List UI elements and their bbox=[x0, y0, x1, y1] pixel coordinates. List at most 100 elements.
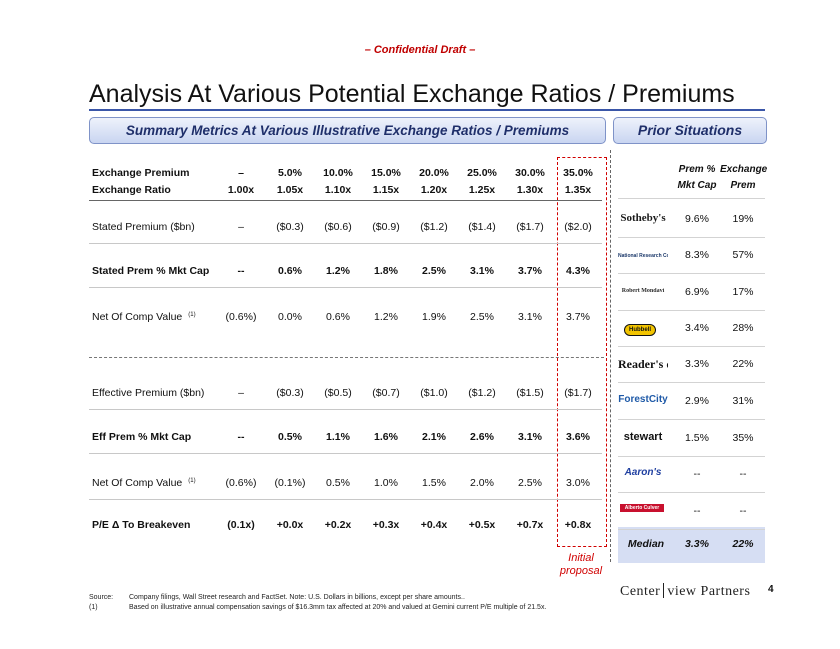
prior-exchange-prem-cell: -- bbox=[739, 468, 747, 480]
table-cell: (0.6%) bbox=[225, 477, 257, 489]
prior-mkt-cap-cell: 6.9% bbox=[685, 286, 709, 298]
table-cell: 0.5% bbox=[326, 477, 350, 489]
prior-row-divider bbox=[618, 237, 765, 238]
prior-mkt-cap-cell: 3.4% bbox=[685, 322, 709, 334]
table-cell: ($0.3) bbox=[276, 221, 304, 233]
table-cell: +0.8x bbox=[564, 519, 592, 531]
table-cell: 3.1% bbox=[518, 431, 542, 443]
table-cell: 2.0% bbox=[470, 477, 494, 489]
footnote-1-text: Based on illustrative annual compensatio… bbox=[129, 604, 547, 611]
prior-row-divider bbox=[618, 419, 765, 420]
median-band bbox=[618, 527, 765, 563]
table-cell: +0.7x bbox=[516, 519, 544, 531]
company-logo-8: Alberto Culver bbox=[620, 504, 664, 512]
prior-exchange-prem-cell: 22% bbox=[732, 358, 754, 370]
table-cell: 0.6% bbox=[326, 311, 350, 323]
table-cell: 1.1% bbox=[326, 431, 350, 443]
company-logo-3: Hubbell bbox=[624, 324, 656, 336]
table-cell: 3.1% bbox=[518, 311, 542, 323]
table-cell: (0.6%) bbox=[225, 311, 257, 323]
prior-mkt-cap-cell: -- bbox=[693, 468, 701, 480]
row-label: Net Of Comp Value bbox=[92, 477, 183, 489]
prior-exchange-prem-cell: 31% bbox=[732, 395, 754, 407]
prem-mkt-cap-header-2: Mkt Cap bbox=[677, 180, 717, 191]
table-cell: 2.5% bbox=[518, 477, 542, 489]
table-cell: +0.5x bbox=[468, 519, 496, 531]
prem-mkt-cap-header-1: Prem % bbox=[678, 164, 716, 175]
median-label: Median bbox=[627, 538, 665, 550]
table-cell: ($0.5) bbox=[324, 387, 352, 399]
row-label-wrapper: Net Of Comp Value (1) bbox=[92, 311, 196, 323]
exchange-premium-cell: 5.0% bbox=[278, 167, 302, 179]
table-cell: +0.0x bbox=[276, 519, 304, 531]
header-rule bbox=[89, 200, 602, 201]
company-logo-7: Aaron's bbox=[624, 467, 662, 478]
table-cell: 1.9% bbox=[422, 311, 446, 323]
title-rule bbox=[89, 109, 765, 111]
exchange-ratio-cell: 1.05x bbox=[276, 184, 304, 196]
prior-situations-header: Prior Situations bbox=[613, 117, 767, 144]
table-cell: (0.1x) bbox=[227, 519, 255, 531]
company-logo-5: ForestCity bbox=[618, 394, 668, 405]
table-cell: 0.0% bbox=[278, 311, 302, 323]
table-cell: ($2.0) bbox=[564, 221, 592, 233]
table-cell: +0.2x bbox=[324, 519, 352, 531]
prior-mkt-cap-cell: 1.5% bbox=[685, 432, 709, 444]
exchange-ratio-cell: 1.20x bbox=[420, 184, 448, 196]
footnote-1-label: (1) bbox=[89, 604, 98, 611]
exchange-ratio-cell: 1.00x bbox=[227, 184, 255, 196]
table-cell: ($1.4) bbox=[468, 221, 496, 233]
exchange-premium-cell: 10.0% bbox=[323, 167, 353, 179]
prior-mkt-cap-cell: 8.3% bbox=[685, 249, 709, 261]
prior-header-rule bbox=[618, 198, 765, 199]
table-cell: 1.0% bbox=[374, 477, 398, 489]
table-cell: ($0.6) bbox=[324, 221, 352, 233]
table-cell: 1.6% bbox=[374, 431, 398, 443]
prior-row-divider bbox=[618, 346, 765, 347]
summary-metrics-header: Summary Metrics At Various Illustrative … bbox=[89, 117, 606, 144]
median-mkt-cap: 3.3% bbox=[685, 538, 709, 550]
centerview-partners-logo: Center view Partners bbox=[620, 583, 750, 600]
initial-proposal-highlight bbox=[557, 157, 607, 547]
prior-row-divider bbox=[618, 492, 765, 493]
table-cell: (0.1%) bbox=[274, 477, 306, 489]
row-divider bbox=[89, 243, 602, 244]
section-separator bbox=[610, 150, 611, 562]
source-label: Source: bbox=[89, 594, 114, 601]
source-footnote: Source: Company filings, Wall Street res… bbox=[89, 594, 465, 601]
table-cell: ($1.2) bbox=[420, 221, 448, 233]
prior-mkt-cap-cell: 3.3% bbox=[685, 358, 709, 370]
prior-mkt-cap-cell: 9.6% bbox=[685, 213, 709, 225]
exchange-prem-header-2: Prem bbox=[730, 180, 756, 191]
table-cell: 1.8% bbox=[374, 265, 398, 277]
table-cell: 0.6% bbox=[278, 265, 302, 277]
table-cell: 3.6% bbox=[566, 431, 590, 443]
table-cell: 3.7% bbox=[518, 265, 542, 277]
prior-row-divider bbox=[618, 382, 765, 383]
exchange-premium-cell: – bbox=[238, 167, 244, 179]
table-cell: 3.0% bbox=[566, 477, 590, 489]
exchange-premium-cell: 15.0% bbox=[371, 167, 401, 179]
prior-row-divider bbox=[618, 529, 765, 530]
exchange-ratio-cell: 1.25x bbox=[468, 184, 496, 196]
prior-exchange-prem-cell: 57% bbox=[732, 249, 754, 261]
logo-text-left: Center bbox=[620, 584, 661, 599]
table-cell: +0.4x bbox=[420, 519, 448, 531]
table-cell: ($0.7) bbox=[372, 387, 400, 399]
table-cell: – bbox=[238, 387, 244, 399]
exchange-premium-cell: 25.0% bbox=[467, 167, 497, 179]
row-label-wrapper: Net Of Comp Value (1) bbox=[92, 477, 196, 489]
table-cell: +0.3x bbox=[372, 519, 400, 531]
row-label: Stated Premium ($bn) bbox=[92, 221, 195, 233]
table-cell: 3.7% bbox=[566, 311, 590, 323]
table-cell: ($1.2) bbox=[468, 387, 496, 399]
row-label: Net Of Comp Value bbox=[92, 311, 183, 323]
table-cell: ($1.5) bbox=[516, 387, 544, 399]
exchange-premium-cell: 35.0% bbox=[563, 167, 593, 179]
median-exchange-prem: 22% bbox=[732, 538, 754, 550]
row-label: Eff Prem % Mkt Cap bbox=[92, 431, 192, 443]
company-logo-0: Sotheby's bbox=[620, 212, 666, 224]
table-cell: 1.2% bbox=[374, 311, 398, 323]
source-text: Company filings, Wall Street research an… bbox=[129, 594, 465, 601]
section-divider-dashed bbox=[89, 357, 604, 358]
